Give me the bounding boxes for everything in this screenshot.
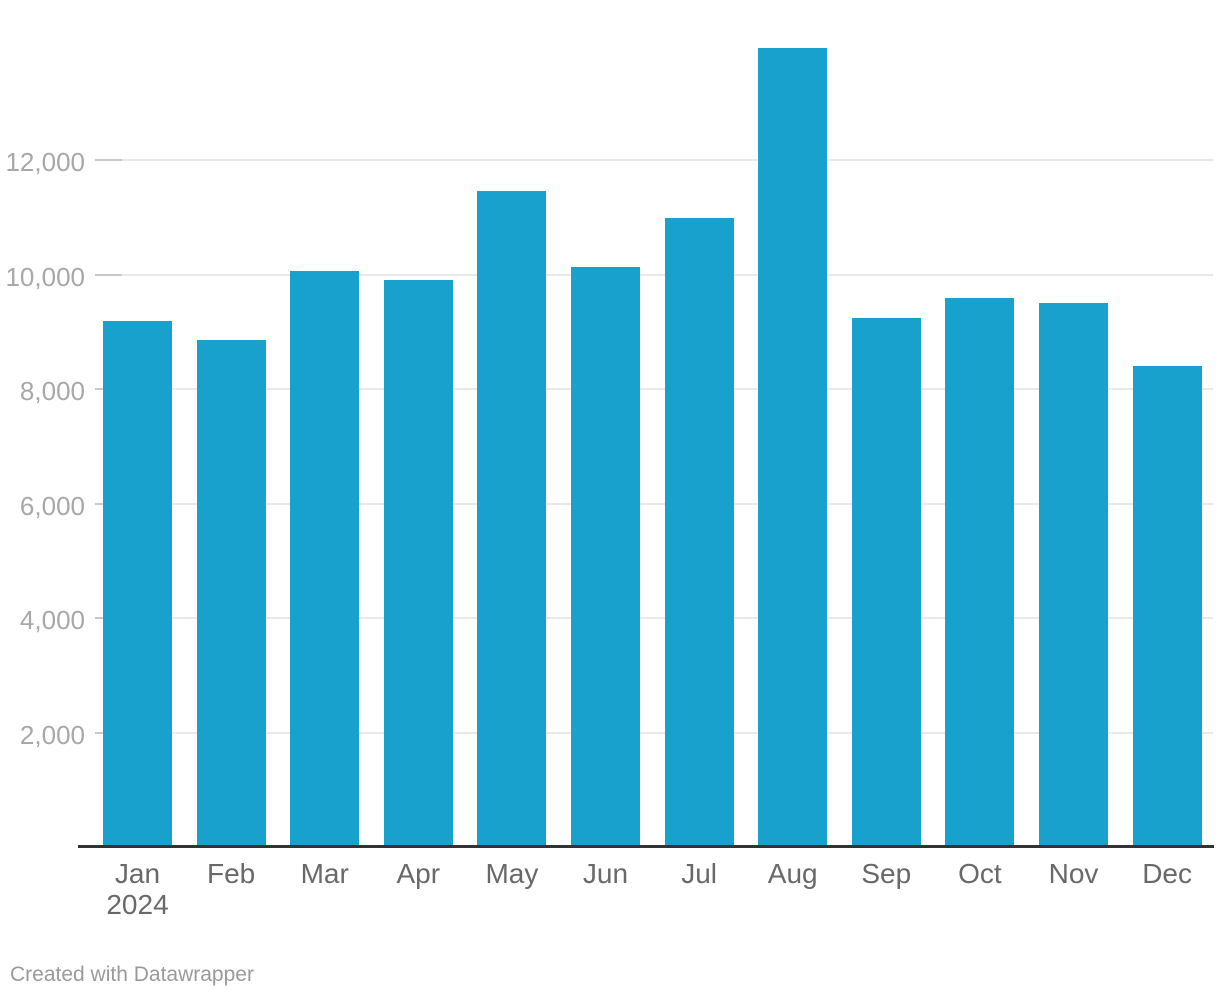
bar-may — [477, 190, 547, 847]
bar-nov — [1039, 303, 1108, 847]
y-axis-tick — [95, 273, 122, 276]
x-axis-label-feb: Feb — [207, 858, 255, 889]
bar-apr — [383, 280, 453, 847]
x-axis-month: Aug — [767, 858, 818, 889]
x-axis-baseline — [78, 845, 1214, 848]
x-axis-month: Mar — [300, 858, 349, 889]
x-axis-label-aug: Aug — [768, 858, 818, 889]
x-axis-label-dec: Dec — [1142, 858, 1192, 889]
x-axis-label-nov: Nov — [1049, 858, 1099, 889]
x-axis-month: Jul — [681, 858, 717, 889]
chart-credit: Created with Datawrapper — [10, 963, 254, 986]
y-gridline — [95, 159, 1213, 161]
x-axis-month: Oct — [958, 858, 1002, 889]
y-gridline — [95, 617, 1213, 619]
x-axis-month: Nov — [1048, 858, 1099, 889]
y-axis-label: 2,000 — [19, 719, 85, 750]
y-gridline — [95, 388, 1213, 390]
x-axis-label-may: May — [485, 858, 538, 889]
x-axis-month: Jun — [582, 858, 629, 889]
x-axis-label-mar: Mar — [301, 858, 349, 889]
x-axis-month: May — [485, 858, 539, 889]
x-axis-month: Dec — [1142, 858, 1192, 889]
y-axis-label: 10,000 — [5, 261, 85, 292]
y-gridline — [95, 731, 1213, 734]
bar-sep — [851, 318, 921, 847]
y-axis-label: 12,000 — [5, 147, 85, 177]
bar-jan — [103, 320, 172, 847]
x-axis-label-oct: Oct — [958, 858, 1002, 889]
y-axis-tick — [95, 159, 122, 161]
bar-aug — [758, 47, 828, 847]
y-axis-label: 6,000 — [19, 490, 85, 521]
bar-jul — [664, 217, 734, 847]
x-axis-label-jan: Jan 2024 — [106, 858, 168, 920]
x-axis-year: 2024 — [106, 889, 169, 920]
bar-mar — [290, 271, 360, 847]
x-axis-month: Jan — [114, 858, 161, 889]
bar-dec — [1132, 366, 1202, 847]
x-axis-month: Apr — [396, 858, 441, 889]
x-axis-label-apr: Apr — [397, 858, 441, 889]
bar-oct — [945, 297, 1015, 847]
y-gridline — [95, 273, 1213, 276]
y-axis-label: 8,000 — [19, 376, 85, 406]
x-axis-label-sep: Sep — [861, 858, 911, 889]
x-axis-label-jul: Jul — [681, 858, 717, 889]
y-axis-label: 4,000 — [19, 605, 85, 635]
y-gridline — [95, 502, 1213, 505]
x-axis-month: Feb — [206, 858, 256, 889]
x-axis-label-jun: Jun — [583, 858, 628, 889]
bar-jun — [571, 267, 640, 847]
x-axis-month: Sep — [861, 858, 912, 889]
bar-feb — [196, 339, 266, 847]
